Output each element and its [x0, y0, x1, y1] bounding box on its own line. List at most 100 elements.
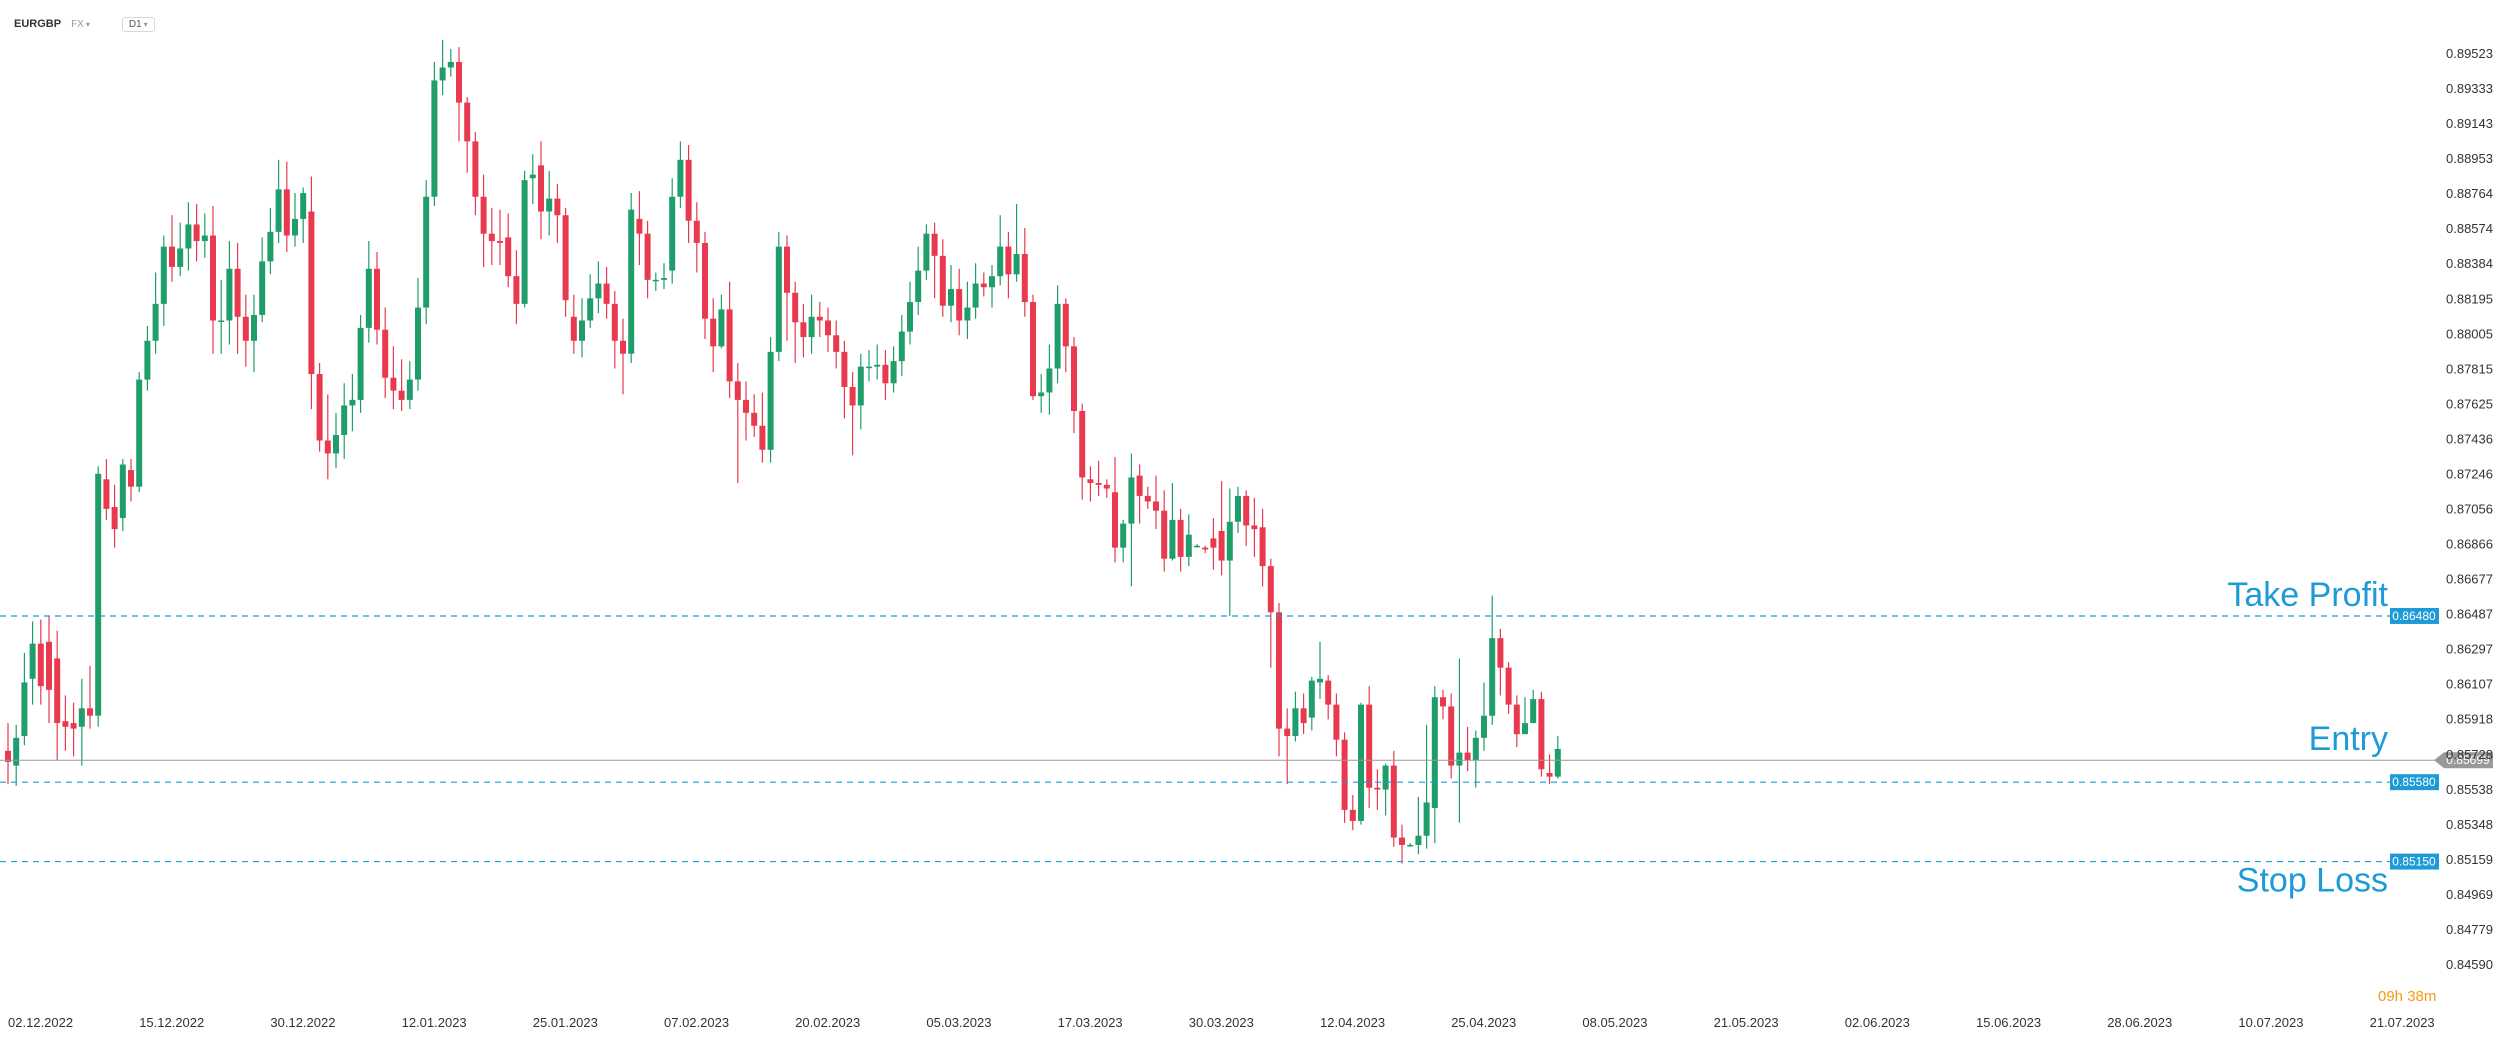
candle: [5, 723, 11, 785]
level-badge: 0.86480: [2390, 607, 2439, 624]
candle-body: [505, 237, 512, 277]
x-tick-label: 02.06.2023: [1845, 1015, 1910, 1030]
candle-body: [579, 320, 585, 341]
candle: [710, 298, 717, 373]
candle-body: [1489, 638, 1496, 716]
badge-text: 0.85150: [2392, 855, 2436, 869]
candle-body: [1153, 501, 1159, 511]
candle: [751, 394, 758, 437]
candle: [1292, 691, 1299, 742]
candle-body: [1128, 477, 1135, 524]
y-tick-label: 0.88005: [2446, 326, 2493, 341]
symbol-label[interactable]: EURGBP: [14, 18, 62, 30]
candle: [62, 695, 69, 751]
candle-body: [1317, 678, 1323, 683]
candle-body: [95, 473, 102, 716]
candle: [882, 350, 889, 400]
candle-body: [1546, 772, 1553, 777]
y-tick-label: 0.85728: [2446, 747, 2493, 762]
candle-body: [677, 159, 684, 197]
candle-body: [226, 268, 233, 321]
timeframe-select[interactable]: D1 ▾: [121, 16, 155, 32]
y-tick-label: 0.88953: [2446, 151, 2493, 166]
candle: [1382, 763, 1389, 816]
candle: [972, 263, 979, 319]
candle: [21, 652, 28, 746]
candle-body: [1464, 752, 1471, 761]
candle: [587, 274, 594, 328]
candle: [78, 678, 85, 766]
candle-body: [423, 196, 430, 308]
candle-body: [1202, 547, 1209, 550]
candle-body: [849, 386, 856, 406]
level-badge: 0.85150: [2390, 853, 2439, 870]
x-tick-label: 20.02.2023: [795, 1015, 860, 1030]
candle: [54, 630, 61, 761]
candle: [693, 202, 700, 273]
candle-body: [538, 165, 544, 212]
candle: [1243, 490, 1250, 546]
candle-body: [1005, 246, 1012, 275]
x-tick-label: 12.01.2023: [402, 1015, 467, 1030]
candle-body: [472, 141, 479, 197]
candle-body: [874, 364, 881, 367]
candle: [1366, 686, 1373, 809]
chevron-down-icon[interactable]: ▾: [85, 19, 90, 29]
candle-body: [300, 193, 307, 219]
x-tick-label: 30.03.2023: [1189, 1015, 1254, 1030]
candle-body: [923, 233, 930, 271]
candle-body: [1382, 765, 1389, 790]
candle: [226, 241, 233, 345]
candle-body: [997, 246, 1004, 277]
candle: [300, 187, 307, 243]
candle: [726, 281, 733, 399]
candle: [907, 281, 913, 345]
candle-body: [1522, 723, 1528, 735]
candle: [1259, 508, 1266, 587]
candle: [595, 261, 602, 314]
candle: [1087, 466, 1094, 502]
candle: [956, 268, 963, 336]
x-tick-label: 25.04.2023: [1451, 1015, 1516, 1030]
candle: [1300, 693, 1307, 735]
candle-body: [324, 440, 331, 454]
candle-body: [136, 379, 143, 487]
candle-body: [1341, 739, 1348, 810]
candle: [1456, 658, 1463, 823]
level-label: Stop Loss: [2237, 862, 2388, 900]
candle-body: [710, 318, 717, 347]
candle-body: [242, 316, 249, 341]
candle-body: [595, 283, 602, 299]
candle-body: [972, 283, 979, 308]
candle-body: [1226, 521, 1233, 561]
y-tick-label: 0.87815: [2446, 361, 2493, 376]
candle-body: [103, 479, 110, 509]
x-tick-label: 05.03.2023: [926, 1015, 991, 1030]
badge-bg: [2434, 752, 2493, 769]
candle-body: [128, 470, 134, 487]
badge-text: 0.85699: [2446, 753, 2490, 767]
candle: [357, 314, 364, 413]
candle-body: [357, 327, 364, 400]
candle: [464, 97, 471, 173]
y-tick-label: 0.89143: [2446, 116, 2493, 131]
level-take-profit: 0.86480 Take Profit: [0, 576, 2440, 624]
candle-body: [628, 209, 635, 354]
candle: [1431, 686, 1438, 844]
candle-body: [800, 322, 807, 338]
candle-body: [644, 233, 651, 280]
candle-body: [1251, 525, 1258, 530]
x-tick-label: 08.05.2023: [1582, 1015, 1647, 1030]
candle-body: [1349, 809, 1356, 821]
candle-body: [939, 255, 946, 306]
candle: [841, 340, 848, 419]
candle: [1103, 479, 1110, 498]
candle-body: [46, 641, 52, 690]
candle: [169, 215, 175, 282]
candle-body: [1374, 787, 1381, 790]
candle-body: [1218, 531, 1225, 561]
y-tick-label: 0.85159: [2446, 852, 2493, 867]
candle: [193, 204, 200, 262]
candle: [103, 458, 110, 520]
